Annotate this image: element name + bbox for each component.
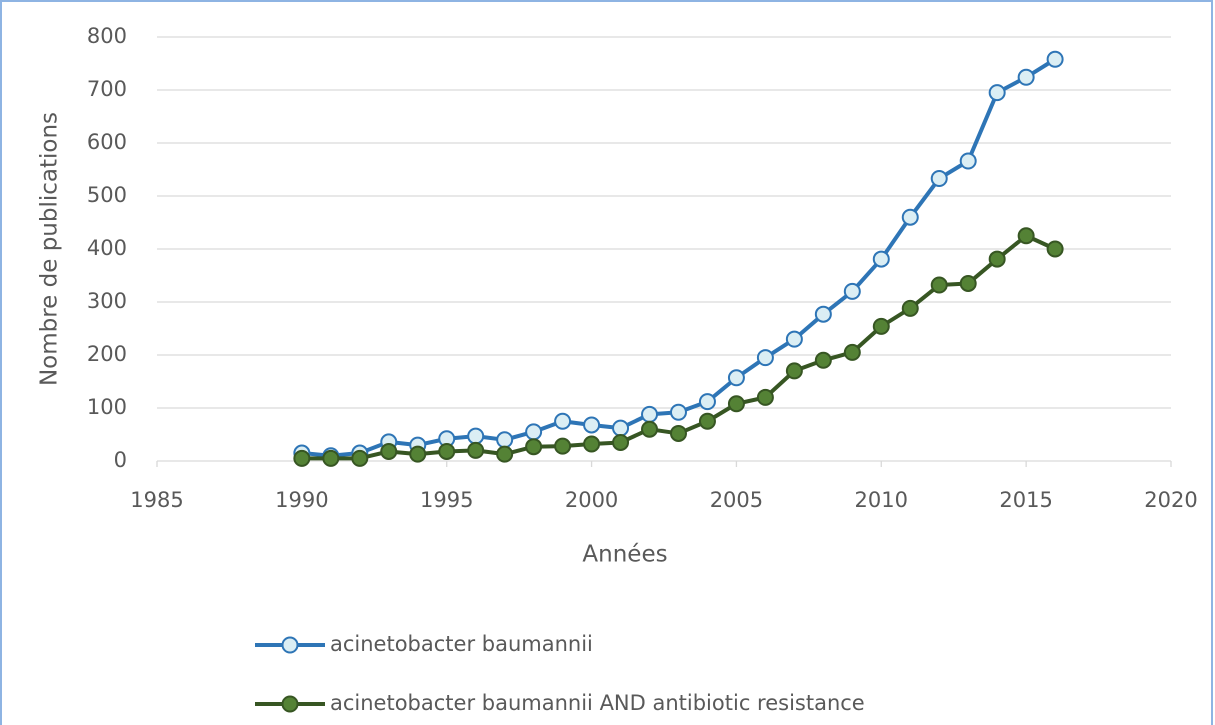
data-point bbox=[756, 349, 774, 367]
data-point bbox=[554, 412, 572, 430]
data-point bbox=[1017, 68, 1035, 86]
data-point bbox=[843, 343, 861, 361]
data-point bbox=[1017, 227, 1035, 245]
data-point bbox=[467, 441, 485, 459]
x-tick-label: 2015 bbox=[999, 488, 1052, 512]
data-point bbox=[669, 424, 687, 442]
y-tick-label: 0 bbox=[114, 448, 127, 472]
data-point bbox=[727, 369, 745, 387]
data-point bbox=[467, 427, 485, 445]
y-tick-label: 600 bbox=[87, 130, 127, 154]
legend-label: acinetobacter baumannii bbox=[330, 632, 593, 656]
data-point bbox=[901, 208, 919, 226]
x-axis-label: Années bbox=[582, 542, 667, 568]
data-point bbox=[322, 449, 340, 467]
data-point bbox=[554, 437, 572, 455]
data-point bbox=[756, 388, 774, 406]
y-tick-label: 700 bbox=[87, 77, 127, 101]
x-tick-label: 2000 bbox=[565, 488, 618, 512]
data-point bbox=[698, 393, 716, 411]
data-point bbox=[1046, 240, 1064, 258]
data-point bbox=[843, 282, 861, 300]
data-point bbox=[496, 445, 514, 463]
y-tick-label: 100 bbox=[87, 395, 127, 419]
legend-marker bbox=[281, 636, 299, 654]
data-point bbox=[409, 445, 427, 463]
data-point bbox=[727, 395, 745, 413]
data-point bbox=[785, 330, 803, 348]
data-point bbox=[901, 299, 919, 317]
x-tick-label: 1990 bbox=[275, 488, 328, 512]
data-point bbox=[959, 274, 977, 292]
x-tick-label: 2020 bbox=[1144, 488, 1197, 512]
data-point bbox=[988, 84, 1006, 102]
data-point bbox=[814, 305, 832, 323]
data-point bbox=[612, 433, 630, 451]
data-point bbox=[525, 438, 543, 456]
x-tick-label: 2010 bbox=[855, 488, 908, 512]
data-point bbox=[525, 423, 543, 441]
x-tick-label: 2005 bbox=[710, 488, 763, 512]
y-tick-label: 500 bbox=[87, 183, 127, 207]
legend-marker bbox=[281, 695, 299, 713]
data-point bbox=[351, 449, 369, 467]
data-point bbox=[872, 317, 890, 335]
y-tick-label: 300 bbox=[87, 289, 127, 313]
data-point bbox=[641, 405, 659, 423]
x-tick-label: 1985 bbox=[130, 488, 183, 512]
y-axis-label: Nombre de publications bbox=[37, 112, 63, 386]
data-point bbox=[988, 250, 1006, 268]
y-tick-label: 200 bbox=[87, 342, 127, 366]
data-point bbox=[930, 170, 948, 188]
data-point bbox=[641, 420, 659, 438]
data-point bbox=[785, 362, 803, 380]
data-point bbox=[583, 416, 601, 434]
data-point bbox=[814, 351, 832, 369]
data-point bbox=[583, 435, 601, 453]
data-point bbox=[959, 152, 977, 170]
data-point bbox=[612, 419, 630, 437]
data-point bbox=[293, 449, 311, 467]
data-point bbox=[380, 442, 398, 460]
y-tick-label: 400 bbox=[87, 236, 127, 260]
data-point bbox=[1046, 50, 1064, 68]
y-tick-label: 800 bbox=[87, 24, 127, 48]
data-point bbox=[669, 403, 687, 421]
data-point bbox=[698, 412, 716, 430]
x-tick-label: 1995 bbox=[420, 488, 473, 512]
data-point bbox=[872, 250, 890, 268]
data-point bbox=[496, 431, 514, 449]
data-point bbox=[438, 442, 456, 460]
legend-label: acinetobacter baumannii AND antibiotic r… bbox=[330, 691, 865, 715]
data-point bbox=[930, 276, 948, 294]
